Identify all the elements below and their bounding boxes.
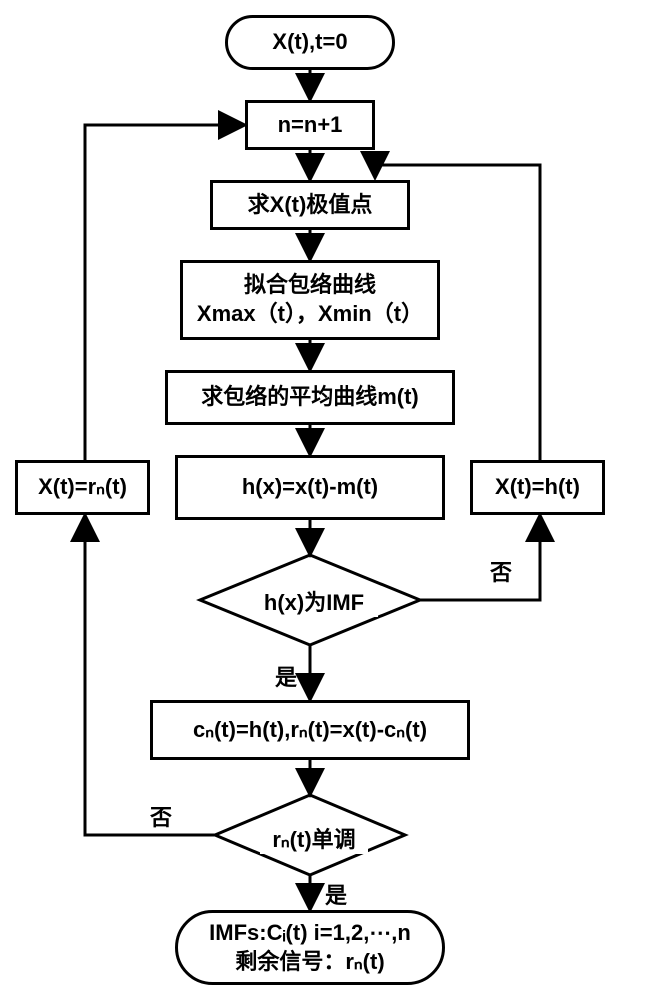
edge-no-mono: 否 bbox=[150, 800, 172, 832]
left-assign-node: X(t)=rₙ(t) bbox=[15, 460, 150, 515]
envelope-node: 拟合包络曲线 Xmax（t），Xmin（t） bbox=[180, 260, 440, 340]
assign-cn-label: cₙ(t)=h(t),rₙ(t)=x(t)-cₙ(t) bbox=[193, 716, 427, 745]
diff-node: h(x)=x(t)-m(t) bbox=[175, 455, 445, 520]
right-assign-node: X(t)=h(t) bbox=[470, 460, 605, 515]
end-line2: 剩余信号：rₙ(t) bbox=[235, 948, 384, 977]
assign-cn-node: cₙ(t)=h(t),rₙ(t)=x(t)-cₙ(t) bbox=[150, 700, 470, 760]
envelope-line1: 拟合包络曲线 bbox=[244, 271, 376, 300]
mean-node: 求包络的平均曲线m(t) bbox=[165, 370, 455, 425]
extrema-label: 求X(t)极值点 bbox=[248, 191, 373, 220]
edge-no-imf: 否 bbox=[490, 555, 512, 587]
edge-yes-imf: 是 bbox=[275, 660, 297, 692]
decision-imf-label: h(x)为IMF bbox=[250, 585, 378, 617]
end-node: IMFs:Cᵢ(t) i=1,2,⋯,n 剩余信号：rₙ(t) bbox=[175, 910, 445, 985]
extrema-node: 求X(t)极值点 bbox=[210, 180, 410, 230]
increment-label: n=n+1 bbox=[278, 111, 343, 140]
start-node: X(t),t=0 bbox=[225, 15, 395, 70]
increment-node: n=n+1 bbox=[245, 100, 375, 150]
decision-mono-label: rₙ(t)单调 bbox=[260, 822, 368, 854]
mean-label: 求包络的平均曲线m(t) bbox=[201, 383, 419, 412]
diff-label: h(x)=x(t)-m(t) bbox=[242, 473, 378, 502]
start-label: X(t),t=0 bbox=[272, 28, 347, 57]
end-line1: IMFs:Cᵢ(t) i=1,2,⋯,n bbox=[209, 919, 411, 948]
right-assign-label: X(t)=h(t) bbox=[495, 473, 580, 502]
left-assign-label: X(t)=rₙ(t) bbox=[38, 473, 127, 502]
envelope-line2: Xmax（t），Xmin（t） bbox=[197, 300, 423, 329]
edge-yes-mono: 是 bbox=[325, 878, 347, 910]
